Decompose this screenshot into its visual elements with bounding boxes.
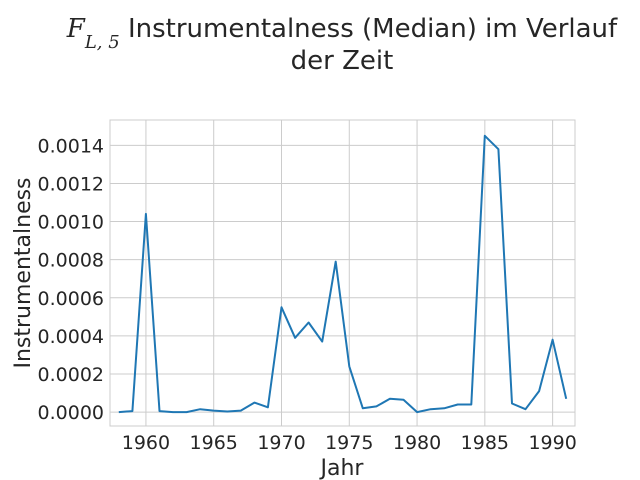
y-tick-label: 0.0002	[38, 364, 104, 386]
x-tick-labels: 1960 1965 1970 1975 1980 1985 1990	[122, 432, 577, 454]
x-tick-label: 1985	[461, 432, 509, 454]
y-tick-label: 0.0012	[38, 173, 104, 195]
y-tick-label: 0.0004	[38, 326, 104, 348]
y-tick-label: 0.0006	[38, 288, 104, 310]
y-tick-label: 0.0014	[38, 135, 104, 157]
x-axis-label: Jahr	[319, 456, 365, 480]
x-tick-label: 1965	[190, 432, 238, 454]
title-subscript: L, 5	[84, 32, 120, 53]
y-tick-label: 0.0000	[38, 402, 104, 424]
y-tick-labels: 0.0000 0.0002 0.0004 0.0006 0.0008 0.0010 0.00…	[38, 135, 104, 424]
series-line	[118, 134, 568, 414]
y-tick-label: 0.0008	[38, 250, 104, 272]
x-tick-label: 1975	[325, 432, 373, 454]
x-tick-label: 1990	[528, 432, 576, 454]
chart-title-line2: der Zeit	[291, 46, 394, 76]
title-text: Instrumentalness (Median) im Verlauf	[120, 14, 618, 44]
x-tick-label: 1970	[257, 432, 305, 454]
y-tick-label: 0.0010	[38, 212, 104, 234]
x-tick-label: 1980	[393, 432, 441, 454]
plot-frame	[109, 119, 576, 427]
y-axis-label: Instrumentalness	[11, 177, 36, 368]
title-symbol: F	[66, 14, 86, 44]
chart-title-line1: FL, 5 Instrumentalness (Median) im Verla…	[66, 14, 618, 53]
x-tick-label: 1960	[122, 432, 170, 454]
